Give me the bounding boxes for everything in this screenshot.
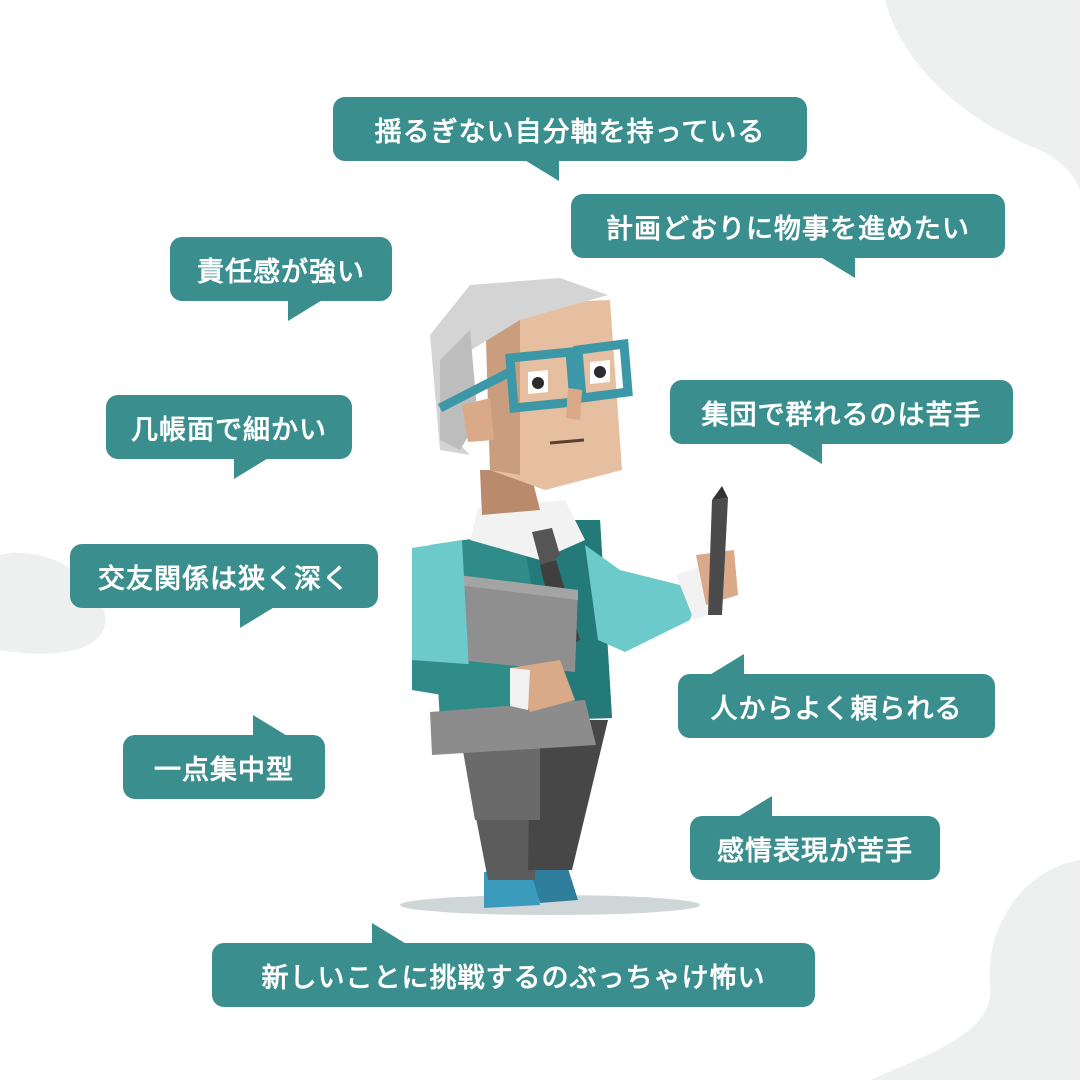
bubble-focus: 一点集中型: [123, 715, 325, 799]
pencil: [708, 498, 728, 615]
bubble-emotion-text: 感情表現が苦手: [717, 835, 913, 867]
bubble-friends: 交友関係は狭く深く: [70, 544, 378, 628]
bubble-responsibility-text: 責任感が強い: [197, 256, 365, 288]
bubble-tail: [736, 796, 772, 818]
mouth: [549, 438, 585, 445]
bubble-emotion: 感情表現が苦手: [690, 796, 940, 880]
bubble-group: 集団で群れるのは苦手: [670, 380, 1013, 464]
bubble-tail: [240, 606, 276, 628]
bubble-meticulous: 几帳面で細かい: [106, 395, 352, 479]
clipboard: [458, 575, 578, 672]
hair: [430, 278, 608, 455]
bubble-responsibility: 責任感が強い: [170, 237, 392, 321]
bubble-plan-text: 計画どおりに物事を進めたい: [606, 213, 970, 245]
left-sleeve: [412, 540, 470, 690]
left-shoe: [484, 872, 540, 908]
nose: [566, 388, 582, 420]
bubble-tail: [234, 457, 270, 479]
bubble-tail: [288, 299, 324, 321]
bubble-group-text: 集団で群れるのは苦手: [701, 399, 982, 431]
bubble-tail: [708, 654, 744, 676]
right-sleeve: [585, 545, 700, 652]
bubble-self-axis-text: 揺るぎない自分軸を持っている: [374, 116, 766, 148]
bubble-challenge-text: 新しいことに挑戦するのぶっちゃけ怖い: [261, 962, 766, 994]
bubble-relied-text: 人からよく頼られる: [710, 693, 963, 725]
ear: [462, 398, 494, 442]
bubble-tail: [819, 256, 855, 278]
bubble-plan: 計画どおりに物事を進めたい: [571, 194, 1005, 278]
bubble-tail: [523, 159, 559, 181]
right-shoe: [528, 862, 578, 903]
right-leg: [528, 720, 608, 870]
trouser-top: [430, 700, 596, 755]
bubble-meticulous-text: 几帳面で細かい: [131, 414, 327, 446]
bubble-tail: [786, 442, 822, 464]
bubble-focus-text: 一点集中型: [154, 754, 294, 786]
floor-shadow: [400, 895, 700, 915]
bubble-relied: 人からよく頼られる: [678, 654, 995, 738]
bubble-tail: [253, 715, 289, 737]
bubble-challenge: 新しいことに挑戦するのぶっちゃけ怖い: [212, 923, 815, 1007]
bubble-friends-text: 交友関係は狭く深く: [98, 563, 350, 595]
tie: [532, 528, 560, 570]
bubble-self-axis: 揺るぎない自分軸を持っている: [333, 97, 807, 181]
bubble-tail: [372, 923, 408, 945]
